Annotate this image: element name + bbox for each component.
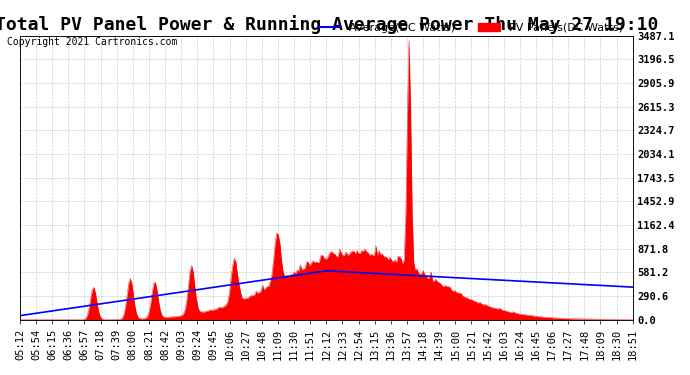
Title: Total PV Panel Power & Running Average Power Thu May 27 19:10: Total PV Panel Power & Running Average P… [0,15,658,34]
Text: Copyright 2021 Cartronics.com: Copyright 2021 Cartronics.com [7,37,177,47]
Legend: Average(DC Watts), PV Panels(DC Watts): Average(DC Watts), PV Panels(DC Watts) [314,18,627,37]
